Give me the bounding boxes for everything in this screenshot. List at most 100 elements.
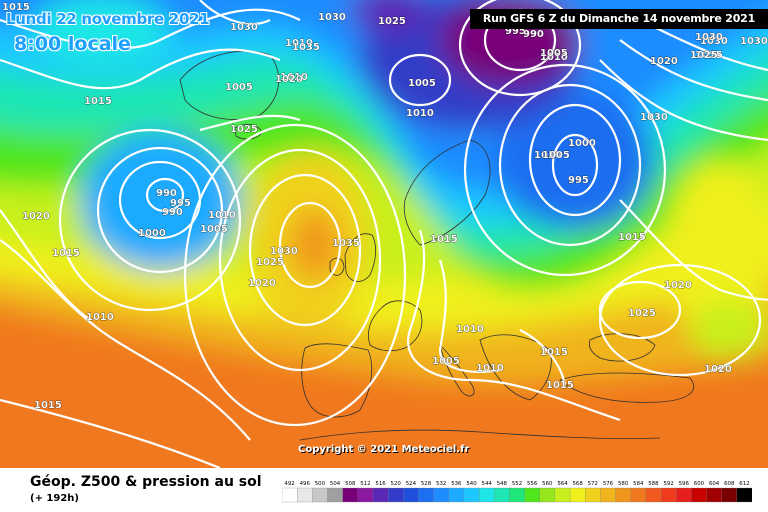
scale-tick-label: 604 bbox=[709, 481, 720, 487]
isobar-label: 1015 bbox=[84, 96, 112, 107]
isobar-label: 1015 bbox=[34, 400, 62, 411]
scale-swatch bbox=[418, 487, 435, 503]
scale-swatch bbox=[585, 487, 601, 503]
isobar-1010-europe bbox=[438, 259, 501, 373]
isobar-label: 1020 bbox=[650, 56, 678, 67]
isobar-1020-east-high bbox=[598, 263, 762, 377]
isobar-label: 1010 bbox=[86, 312, 114, 323]
scale-swatch bbox=[494, 487, 510, 503]
scale-tick-label: 536 bbox=[451, 481, 462, 487]
isobar-1000-arctic-low bbox=[458, 0, 582, 97]
isobar-995-scandinavian-low bbox=[551, 133, 599, 197]
isobar-label: 1030 bbox=[740, 36, 768, 47]
isobar-label: 995 bbox=[505, 26, 526, 37]
scale-swatch bbox=[403, 487, 419, 503]
isobar-label: 1030 bbox=[270, 246, 298, 257]
isobar-1030-nw bbox=[199, 0, 271, 25]
isobar-label: 990 bbox=[523, 29, 544, 40]
isobar-1010-scandinavian-low bbox=[463, 63, 667, 277]
scale-swatch bbox=[312, 487, 328, 503]
scale-tick-label: 528 bbox=[421, 481, 432, 487]
isobar-1035-azores-high bbox=[278, 201, 342, 289]
isobar-label: 1010 bbox=[208, 210, 236, 221]
isobar-1025-azores-high bbox=[218, 148, 382, 372]
scale-swatch bbox=[721, 487, 738, 503]
isobar-label: 1010 bbox=[280, 72, 308, 83]
isobar-990-atlantic-low bbox=[145, 177, 185, 213]
isobar-label: 1020 bbox=[704, 364, 732, 375]
isobar-1020-northeast bbox=[599, 59, 768, 142]
isobar-1020-south bbox=[0, 398, 221, 468]
isobar-label: 1015 bbox=[618, 232, 646, 243]
isobar-label: 1005 bbox=[540, 48, 568, 59]
scale-swatch bbox=[342, 487, 359, 503]
isobar-label: 1030 bbox=[640, 112, 668, 123]
isobar-label: 1005 bbox=[225, 82, 253, 93]
isobar-label: 1010 bbox=[476, 363, 504, 374]
coastline-north-africa bbox=[299, 429, 661, 441]
scale-swatch bbox=[736, 487, 752, 503]
scale-tick-label: 572 bbox=[588, 481, 598, 487]
coastline-greenland bbox=[179, 50, 279, 120]
isobar-label: 1010 bbox=[534, 150, 562, 161]
isobar-label: 1035 bbox=[292, 42, 320, 53]
scale-swatch bbox=[282, 487, 298, 503]
coastline-balkans bbox=[479, 334, 552, 401]
scale-swatch bbox=[357, 487, 374, 503]
scale-tick-label: 516 bbox=[375, 481, 386, 487]
scale-swatch bbox=[433, 487, 450, 503]
isobars bbox=[0, 0, 768, 468]
isobar-label: 1005 bbox=[408, 78, 436, 89]
scale-swatch bbox=[539, 487, 556, 503]
scale-swatch bbox=[691, 487, 707, 503]
scale-tick-label: 496 bbox=[300, 481, 311, 487]
scale-tick-label: 504 bbox=[330, 481, 341, 487]
isobar-label: 1015 bbox=[2, 2, 30, 13]
scale-swatch bbox=[676, 487, 692, 503]
scale-tick-label: 600 bbox=[694, 481, 705, 487]
isobar-label: 1030 bbox=[230, 22, 258, 33]
scale-tick-label: 552 bbox=[512, 481, 522, 487]
local-time: 8:00 locale bbox=[14, 33, 131, 55]
scale-swatch bbox=[372, 487, 389, 503]
scale-tick-label: 564 bbox=[557, 481, 568, 487]
isobar-label: 1015 bbox=[430, 234, 458, 245]
coastline-iberia bbox=[301, 343, 373, 418]
isobar-label: 1005 bbox=[200, 224, 228, 235]
isobar-1005-scandinavian-low bbox=[498, 83, 642, 247]
isobar-label: 1025 bbox=[230, 124, 258, 135]
scale-tick-label: 548 bbox=[497, 481, 508, 487]
isobar-label: 990 bbox=[156, 188, 177, 199]
scale-tick-label: 500 bbox=[315, 481, 326, 487]
scale-swatch bbox=[645, 487, 662, 503]
scale-tick-label: 612 bbox=[739, 481, 749, 487]
scale-swatch bbox=[524, 487, 541, 503]
scale-tick-label: 596 bbox=[679, 481, 690, 487]
isobar-1005-barents bbox=[388, 53, 452, 107]
isobar-label: 1015 bbox=[52, 248, 80, 259]
isobar-1010-west bbox=[0, 209, 91, 321]
isobar-label: 1025 bbox=[256, 257, 284, 268]
isobar-label: 1020 bbox=[22, 211, 50, 222]
coastline-scandinavia bbox=[403, 139, 491, 246]
isobar-label: 1010 bbox=[456, 324, 484, 335]
scale-tick-label: 584 bbox=[633, 481, 644, 487]
copyright-notice: Copyright © 2021 Meteociel.fr bbox=[298, 444, 470, 455]
scale-swatch bbox=[706, 487, 723, 503]
scale-tick-label: 540 bbox=[466, 481, 477, 487]
valid-date: Lundi 22 novembre 2021 bbox=[6, 10, 210, 28]
isobar-1015-balkans bbox=[519, 329, 567, 386]
isobar-1025-greenland bbox=[199, 114, 301, 132]
isobar-label: 995 bbox=[568, 175, 589, 186]
isobar-label: 1010 bbox=[285, 38, 313, 49]
isobar-1010-north bbox=[0, 48, 281, 90]
scale-swatch bbox=[600, 487, 617, 503]
isobar-label: 1005 bbox=[432, 356, 460, 367]
isobar-label: 1015 bbox=[546, 380, 574, 391]
isobar-1030-azores-high bbox=[248, 173, 362, 327]
scale-tick-label: 508 bbox=[345, 481, 356, 487]
isobar-label: 1015 bbox=[540, 347, 568, 358]
isobar-1015-west bbox=[0, 239, 251, 441]
